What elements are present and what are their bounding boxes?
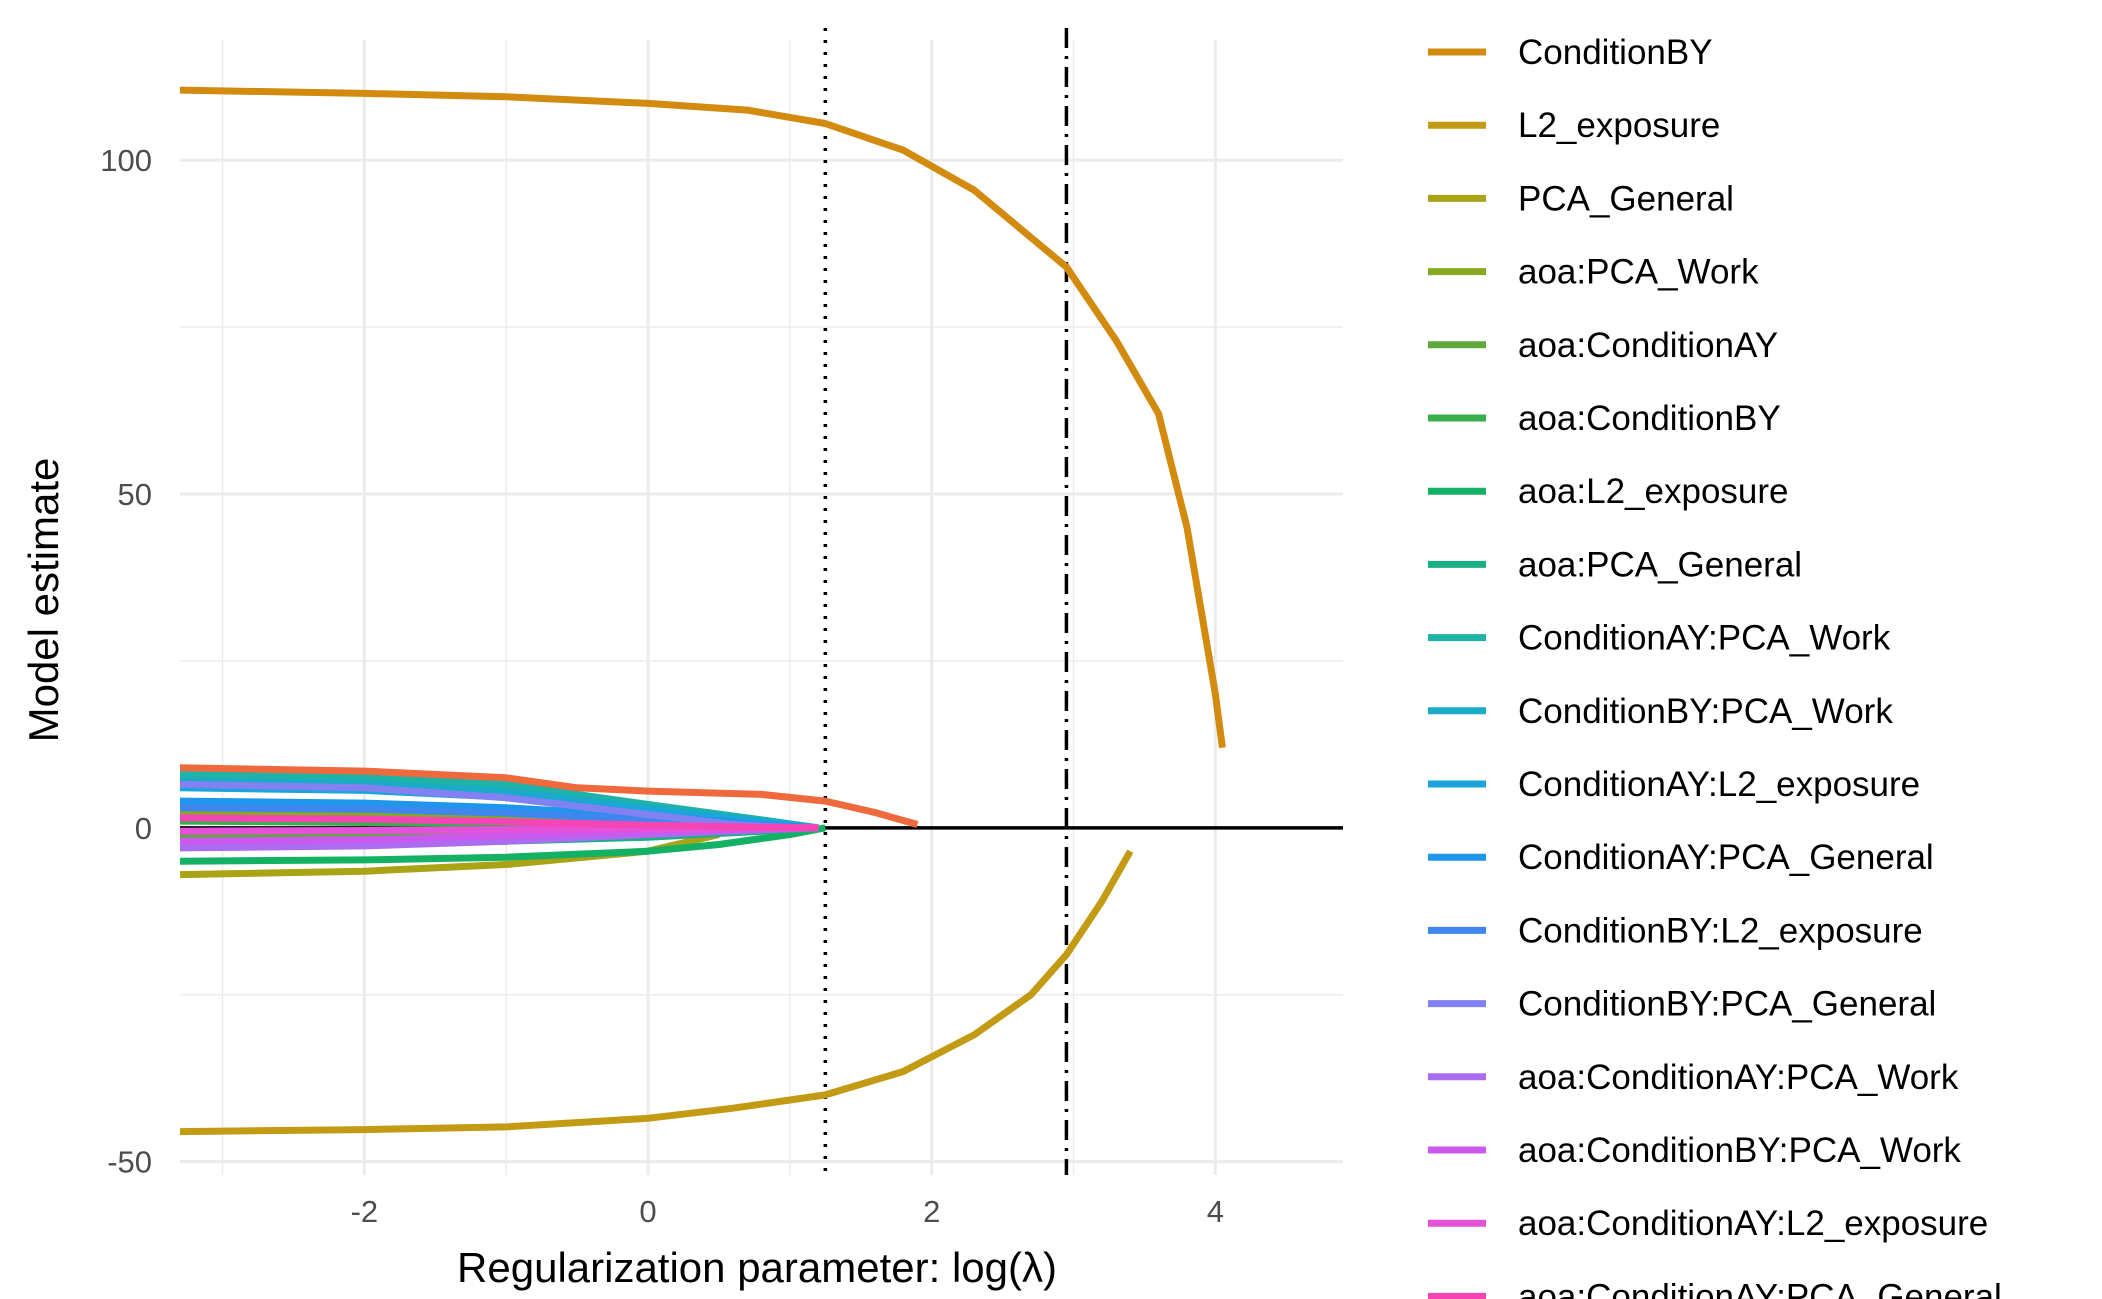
series-lines [179,86,1226,1136]
legend-label: aoa:PCA_General [1518,545,1802,584]
legend-label: aoa:ConditionBY:PCA_Work [1518,1131,1961,1170]
x-tick-label: 0 [639,1194,656,1229]
legend-label: PCA_General [1518,179,1734,218]
y-tick-label: -50 [107,1145,152,1180]
legend-label: aoa:ConditionBY [1518,399,1781,438]
x-tick-label: 2 [923,1194,940,1229]
legend-label: ConditionAY:PCA_Work [1518,619,1891,658]
legend-label: ConditionAY:L2_exposure [1518,765,1920,804]
legend-label: L2_exposure [1518,106,1720,145]
legend-label: ConditionBY:L2_exposure [1518,911,1923,950]
legend-label: aoa:L2_exposure [1518,472,1789,511]
legend-label: aoa:ConditionAY:PCA_Work [1518,1058,1959,1097]
legend-label: ConditionAY:PCA_General [1518,838,1934,877]
series-line [179,764,919,828]
x-tick-label: 4 [1207,1194,1224,1229]
x-axis-title: Regularization parameter: log(λ) [457,1244,1057,1291]
y-tick-label: 50 [118,477,152,512]
y-tick-label: 100 [100,143,152,178]
series-line [179,86,1226,749]
legend-label: aoa:ConditionAY:L2_exposure [1518,1204,1988,1243]
legend-label: ConditionBY:PCA_Work [1518,692,1893,731]
legend-label: aoa:PCA_Work [1518,253,1759,292]
y-axis-title: Model estimate [20,458,67,743]
legend-label: ConditionBY:PCA_General [1518,985,1936,1024]
axis-tick-labels: -2 0 2 4 -50 0 50 100 [100,143,1224,1229]
reference-lines [180,28,1343,1175]
legend-label: aoa:ConditionAY [1518,326,1778,365]
x-tick-label: -2 [351,1194,379,1229]
series-line [179,824,826,865]
legend-label: ConditionBY [1518,33,1713,72]
y-tick-label: 0 [135,811,152,846]
grid-lines [180,40,1343,1175]
series-line [179,849,1134,1136]
legend-label: aoa:ConditionAY:PCA_General [1518,1277,2002,1299]
series-line [179,814,819,832]
legend: ConditionBY L2_exposure PCA_General aoa:PCA… [1428,33,2002,1299]
